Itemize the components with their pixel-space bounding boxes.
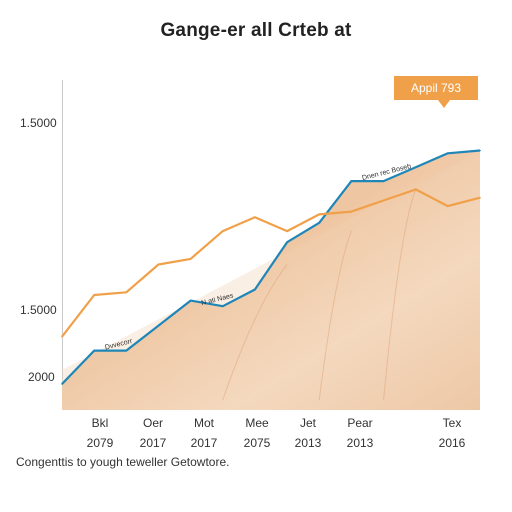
data-point — [93, 349, 95, 352]
x-tick-label: Tex 2016 — [422, 413, 482, 453]
x-tick-bottom: 2017 — [190, 436, 218, 450]
data-point — [414, 188, 417, 191]
data-point — [222, 230, 224, 232]
data-point — [382, 199, 385, 202]
callout-text: Appil 793 — [411, 81, 461, 95]
footer-caption: Congenttis to yough teweller Getowtore. — [16, 455, 230, 469]
terrain-ridge — [318, 230, 352, 401]
x-tick-label: Oer 2017 — [123, 413, 183, 453]
y-tick-label: 1.5000 — [20, 303, 57, 317]
series-line-1 — [61, 188, 481, 338]
x-tick-label: Mee 2075 — [227, 413, 287, 453]
data-point — [125, 291, 128, 294]
x-tick-top: Mot — [193, 416, 214, 430]
terrain-shade — [62, 150, 480, 410]
x-tick-bottom: 2079 — [86, 436, 114, 450]
data-point — [125, 349, 128, 352]
data-point — [350, 210, 353, 213]
data-point — [382, 180, 385, 182]
x-tick-top: Tex — [442, 416, 462, 430]
x-tick-top: Bkl — [91, 416, 109, 430]
y-tick-label: 1.5000 — [20, 116, 57, 130]
data-point — [189, 258, 192, 260]
data-point — [479, 196, 481, 199]
data-point — [157, 324, 160, 327]
x-tick-bottom: 2075 — [243, 436, 271, 450]
x-tick-top: Oer — [142, 416, 163, 430]
data-point — [286, 230, 288, 232]
terrain-ridge — [383, 189, 417, 401]
x-tick-bottom: 2013 — [346, 436, 374, 450]
x-tick-bottom: 2016 — [438, 436, 466, 450]
plot-area — [62, 80, 481, 410]
data-point — [222, 305, 224, 308]
terrain-ridge — [222, 264, 288, 401]
callout-box — [394, 76, 478, 100]
data-point — [189, 299, 192, 302]
data-point — [93, 294, 95, 296]
y-tick-label: 2000 — [28, 370, 55, 384]
data-point — [157, 263, 160, 266]
data-point — [61, 383, 63, 385]
data-point — [447, 152, 449, 155]
data-point — [254, 216, 256, 218]
x-tick-label: Bkl 2079 — [70, 413, 130, 453]
x-tick-label: Mot 2017 — [174, 413, 234, 453]
x-tick-top: Jet — [299, 416, 316, 430]
x-tick-label: Pear 2013 — [330, 413, 390, 453]
data-point — [350, 180, 353, 182]
x-tick-bottom: 2013 — [294, 436, 322, 450]
chart-title: Gange-er all Crteb at — [160, 20, 352, 41]
series-line-0 — [61, 149, 481, 385]
data-point — [414, 166, 417, 168]
data-point — [286, 241, 288, 243]
x-tick-top: Mee — [245, 416, 269, 430]
callout-pointer — [438, 100, 450, 108]
data-point — [447, 205, 449, 207]
data-point — [318, 222, 321, 224]
data-point — [61, 335, 63, 338]
data-point — [479, 149, 481, 152]
x-tick-top: Pear — [347, 416, 373, 430]
x-tick-bottom: 2017 — [139, 436, 167, 450]
x-tick-label: Jet 2013 — [278, 413, 338, 453]
data-point — [318, 213, 321, 216]
terrain-area — [62, 150, 480, 410]
data-point — [254, 288, 256, 291]
